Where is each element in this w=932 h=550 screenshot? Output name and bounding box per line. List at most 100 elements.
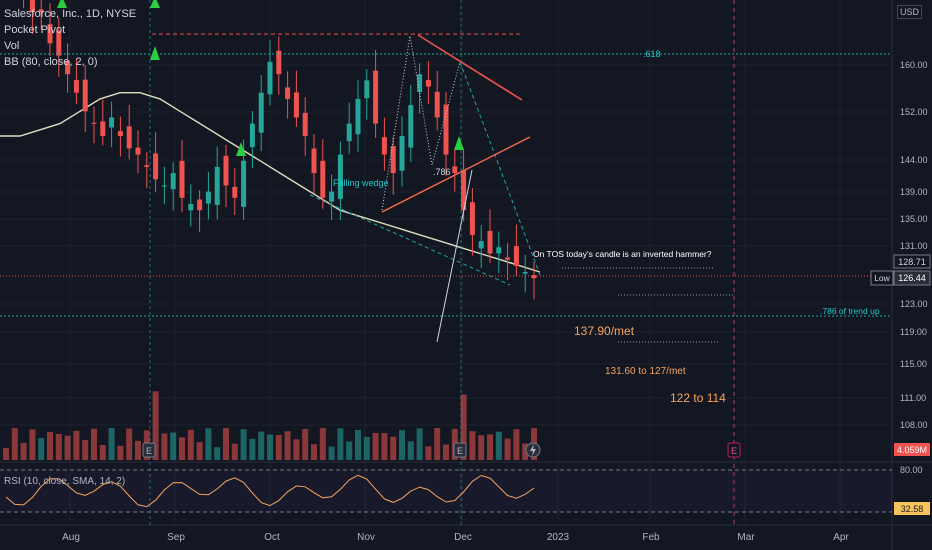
volume-bar	[302, 429, 309, 460]
volume-bar	[117, 445, 124, 460]
time-label: Feb	[642, 532, 660, 543]
volume-bar	[258, 431, 265, 460]
candle-body	[329, 191, 335, 202]
candle	[179, 140, 185, 213]
channel-bottom-line	[381, 136, 531, 213]
volume-bar	[20, 442, 27, 460]
candle-body	[38, 9, 44, 13]
wedge-upper-line	[459, 61, 541, 276]
candle-body	[117, 131, 123, 136]
volume-bars	[3, 391, 537, 460]
candle-body	[223, 155, 229, 186]
candle-body	[82, 79, 88, 112]
candle	[478, 224, 484, 268]
volume-bar	[214, 447, 221, 460]
earnings-marker-label: E	[146, 446, 152, 456]
legend-pocket-pivot[interactable]: Pocket Pivot	[4, 24, 66, 36]
candle-body	[47, 24, 53, 44]
volume-bar	[504, 438, 511, 460]
candle-body	[434, 91, 440, 118]
volume-bar	[390, 436, 397, 460]
volume-bar	[152, 391, 159, 460]
candle	[425, 61, 431, 104]
time-axis[interactable]: Aug Sep Oct Nov Dec 2023 Feb Mar Apr	[62, 532, 849, 543]
volume-bar	[275, 435, 282, 460]
candle	[355, 80, 361, 152]
candle	[364, 69, 370, 120]
target-3-label: 122 to 114	[670, 391, 726, 405]
currency-badge[interactable]: USD	[897, 5, 923, 19]
candle	[109, 101, 115, 148]
earnings-marker-label: E	[731, 446, 737, 456]
candle-body	[320, 160, 326, 198]
candle-body	[443, 104, 449, 155]
volume-bar	[513, 429, 520, 460]
earnings-marker-future[interactable]: E	[727, 442, 741, 458]
candle	[135, 130, 141, 174]
volume-bar	[407, 441, 414, 460]
legend-symbol[interactable]: Salesforce, Inc., 1D, NYSE	[4, 8, 137, 20]
candle-body	[179, 160, 185, 198]
candle	[311, 134, 317, 194]
candle-body	[452, 166, 458, 174]
volume-bar	[478, 435, 485, 460]
volume-bar	[231, 443, 238, 460]
chart-legend[interactable]: Salesforce, Inc., 1D, NYSE Pocket Pivot …	[4, 6, 136, 70]
volume-bar	[337, 428, 344, 460]
volume-bar	[381, 433, 388, 460]
time-label: 2023	[547, 532, 570, 543]
price-tick-label: 123.00	[900, 299, 928, 309]
candle	[205, 171, 211, 220]
candle-body	[364, 80, 370, 99]
time-label: Dec	[454, 532, 472, 543]
candle-body	[425, 80, 431, 87]
candle-body	[197, 199, 203, 211]
candle-body	[161, 185, 167, 187]
earnings-marker-2[interactable]: E	[453, 442, 467, 458]
volume-bar	[372, 432, 379, 460]
candle-body	[505, 257, 511, 260]
last-price-tag: Low 126.44	[870, 270, 931, 286]
volume-bar	[179, 437, 185, 460]
volume-tag-value: 4.059M	[897, 445, 927, 455]
volume-bar	[267, 434, 273, 460]
candle-body	[311, 148, 317, 174]
wedge-lower-line	[309, 194, 511, 286]
pivot-triangle	[150, 0, 160, 8]
last-price-label: Low	[874, 273, 890, 283]
candle-body	[390, 146, 396, 174]
candle	[469, 188, 475, 256]
price-axis[interactable]: 160.00 152.00 144.00 139.00 135.00 131.00 123.…	[900, 60, 928, 430]
volume-bar	[522, 443, 529, 460]
candle	[399, 116, 405, 187]
legend-bollinger[interactable]: BB (80, close, 2, 0)	[4, 56, 98, 68]
candle	[434, 70, 440, 131]
price-tick-label: 135.00	[900, 214, 928, 224]
fib-786-trend-label: .786 of trend up	[820, 306, 880, 316]
candle	[232, 168, 238, 216]
pivot-triangle	[57, 0, 67, 8]
volume-bar	[416, 428, 423, 460]
candle-body	[461, 170, 467, 211]
candle	[258, 75, 264, 152]
volume-bar	[460, 394, 467, 460]
volume-bar	[319, 428, 326, 460]
earnings-marker-1[interactable]: E	[142, 442, 156, 458]
candle-body	[205, 191, 211, 204]
candle	[170, 161, 176, 211]
candle	[276, 36, 282, 95]
volume-bar	[495, 431, 502, 460]
legend-volume[interactable]: Vol	[4, 40, 20, 52]
candle	[223, 144, 229, 207]
lightning-icon[interactable]	[525, 442, 541, 458]
volume-bar	[161, 433, 168, 460]
candle-body	[408, 105, 414, 148]
candle-body	[417, 74, 423, 93]
volume-bar	[434, 428, 441, 460]
candle-body	[56, 30, 62, 56]
candle-body	[91, 122, 97, 124]
volume-bar	[135, 440, 141, 460]
candle	[487, 209, 493, 264]
candle-body	[531, 275, 537, 279]
